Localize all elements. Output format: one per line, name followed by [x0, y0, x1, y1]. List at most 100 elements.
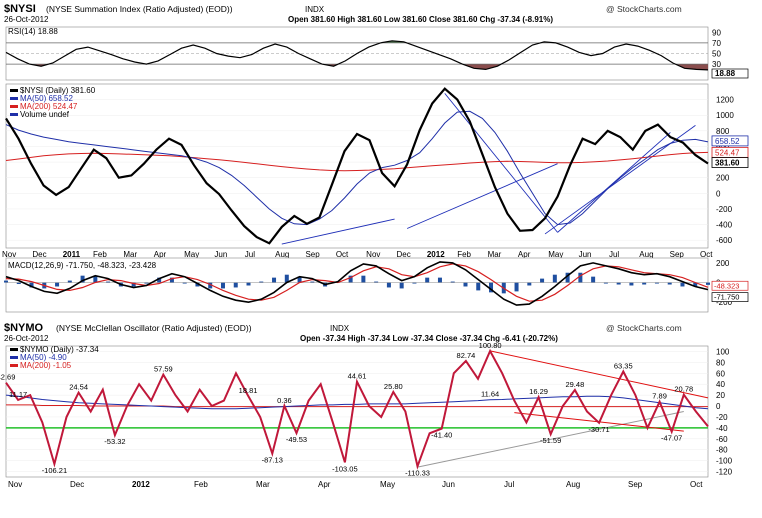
nymo-xtick-5: Apr	[318, 480, 331, 489]
nysi-trendline-0	[406, 163, 558, 229]
macd-histogram-bar	[450, 281, 455, 283]
nysi-tick-1000: 1000	[716, 111, 734, 120]
nymo-annotation-17: 11.64	[481, 390, 499, 399]
macd-tag-box-1	[711, 292, 749, 302]
macd-histogram-bar	[233, 282, 238, 288]
rsi-value-tag: 18.88	[715, 69, 736, 78]
macd-histogram-bar	[310, 281, 315, 283]
nymo-xtick-6: May	[380, 480, 395, 489]
nymo-xtick-3: Feb	[194, 480, 208, 489]
nysi-legend-ma50: MA(50) 658.52	[20, 94, 73, 103]
nymo-xtick-11: Oct	[690, 480, 703, 489]
nymo-tick-40: 40	[716, 380, 725, 389]
macd-histogram-bar	[552, 274, 557, 283]
nymo-annotation-25: 20.78	[674, 385, 693, 394]
nymo-annotation-20: 29.48	[565, 380, 584, 389]
nymo-tick--40: -40	[716, 424, 728, 433]
nymo-tick-20: 20	[716, 391, 725, 400]
macd-histogram-bar	[157, 277, 162, 283]
nymo-annotation-3: -106.21	[42, 466, 67, 475]
macd-histogram-bar	[67, 280, 72, 283]
macd-histogram-bar	[399, 282, 404, 289]
rsi-value-tag-box	[711, 68, 749, 79]
macd-histogram-bar	[667, 282, 672, 285]
nysi-xtick-11: Oct	[336, 250, 349, 259]
macd-histogram-bar	[297, 276, 302, 283]
nymo-annotation-1: 11.17	[9, 390, 27, 399]
macd-histogram-bar	[603, 282, 608, 284]
nysi-legend-volume: Volume undef	[20, 110, 70, 119]
nysi-xtick-20: Jul	[609, 250, 619, 259]
macd-histogram-bar	[361, 275, 366, 283]
nymo-tick--20: -20	[716, 413, 728, 422]
rsi-tick-90: 90	[712, 28, 721, 37]
macd-line	[5, 261, 709, 306]
nysi-tick-800: 800	[716, 127, 730, 136]
nymo-annotation-14: -41.40	[431, 431, 452, 440]
nymo-annotation-24: -47.07	[661, 434, 682, 443]
nysi-xtick-19: Jun	[579, 250, 592, 259]
nymo-tick--60: -60	[716, 435, 728, 444]
macd-histogram-bar	[182, 282, 187, 284]
rsi-tick-70: 70	[712, 39, 721, 48]
nymo-annotation-7: 0.36	[277, 396, 292, 405]
bottom-date: 26-Oct-2012	[4, 334, 49, 343]
macd-histogram-bar	[693, 282, 698, 287]
nymo-tick--100: -100	[716, 457, 733, 466]
top-symbol: $NYSI	[4, 3, 36, 15]
nymo-annotation-22: 63.35	[614, 361, 633, 370]
nysi-tick-0: 0	[716, 189, 721, 198]
nysi-xtick-5: Apr	[154, 250, 167, 259]
nysi-xtick-10: Sep	[305, 250, 320, 259]
nysi-tick--400: -400	[716, 221, 733, 230]
nysi-value-tag-box-0	[711, 135, 749, 147]
nysi-xtick-2: 2011	[63, 250, 81, 259]
nysi-xtick-4: Mar	[123, 250, 137, 259]
nysi-xtick-13: Dec	[397, 250, 411, 259]
nysi-xtick-14: 2012	[427, 250, 445, 259]
macd-tick-200: 200	[716, 259, 730, 268]
nymo-annotation-10: 44.61	[348, 372, 367, 381]
macd-histogram-bar	[169, 277, 174, 283]
nysi-legend-price: $NYSI (Daily) 381.60	[20, 86, 96, 95]
nysi-tick-200: 200	[716, 174, 730, 183]
nymo-annotation-21: -30.71	[588, 425, 609, 434]
nysi-xtick-6: May	[184, 250, 199, 259]
nysi-legend-price-swatch	[10, 89, 18, 92]
nymo-annotation-0: 42.69	[0, 373, 15, 382]
macd-histogram-bar	[642, 282, 647, 285]
nysi-legend-ma50-swatch	[10, 97, 18, 100]
nymo-tick-60: 60	[716, 369, 725, 378]
nymo-ma200-line	[6, 404, 708, 408]
nymo-legend-ma50-swatch	[10, 356, 18, 359]
nysi-ma50-line	[5, 110, 709, 226]
nymo-annotation-15: 82.74	[457, 351, 476, 360]
top-exchange: INDX	[305, 5, 325, 14]
nymo-xtick-0: Nov	[8, 480, 22, 489]
top-date: 26-Oct-2012	[4, 15, 49, 24]
nysi-price-line	[5, 87, 709, 245]
nymo-annotation-11: -103.05	[332, 464, 357, 473]
macd-histogram-bar	[208, 282, 213, 289]
macd-histogram-bar	[131, 282, 136, 287]
macd-histogram-bar	[272, 277, 277, 283]
macd-histogram-bar	[437, 277, 442, 283]
nymo-legend-ma50: MA(50) -4.90	[20, 353, 67, 362]
nysi-value-tag-box-2	[711, 157, 749, 168]
top-brand: @ StockCharts.com	[606, 4, 682, 14]
nysi-xtick-8: Jul	[245, 250, 255, 259]
macd-histogram-bar	[463, 282, 468, 287]
macd-histogram-bar	[412, 282, 417, 284]
macd-histogram-bar	[374, 281, 379, 283]
macd-histogram-bar	[578, 272, 583, 283]
nymo-annotation-18: 16.29	[529, 387, 548, 396]
macd-histogram-bar	[93, 275, 98, 283]
macd-histogram-bar	[29, 282, 34, 288]
macd-histogram-bar	[680, 282, 685, 287]
nymo-annotation-12: 25.80	[384, 382, 403, 391]
macd-histogram-bar	[195, 282, 200, 287]
macd-tick--200: -200	[716, 298, 733, 307]
nysi-trendline-2	[444, 93, 558, 233]
nymo-tick-100: 100	[716, 347, 730, 356]
